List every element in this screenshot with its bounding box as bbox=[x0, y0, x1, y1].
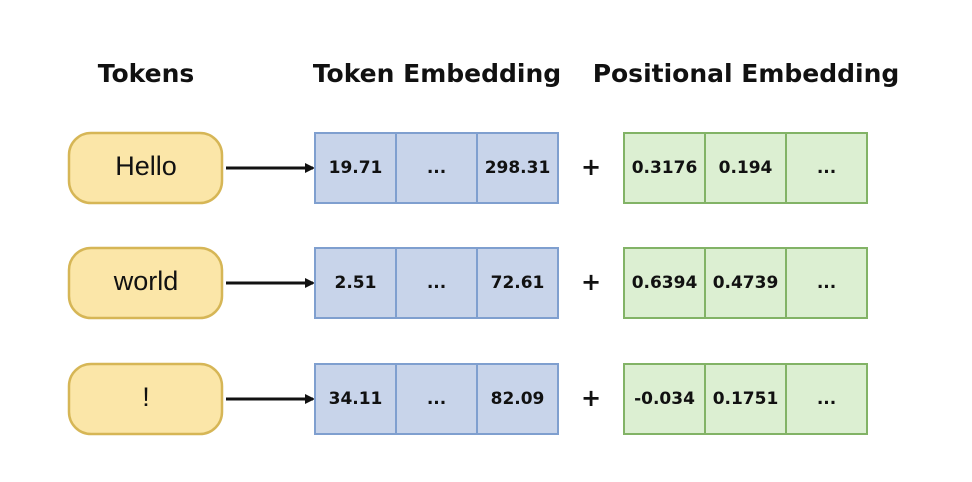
token-embedding-cell bbox=[314, 247, 397, 319]
token-embedding-value: 298.31 bbox=[485, 158, 551, 178]
positional-embedding-value: ... bbox=[817, 389, 836, 409]
plus-operator: + bbox=[581, 153, 601, 181]
positional-embedding-value: ... bbox=[817, 273, 836, 293]
positional-embedding-value: 0.3176 bbox=[632, 158, 698, 178]
positional-embedding-value: 0.194 bbox=[719, 158, 773, 178]
token-embedding-cell bbox=[314, 363, 397, 435]
token-label: Hello bbox=[115, 151, 177, 181]
positional-embedding-cell bbox=[785, 132, 868, 204]
positional-embedding-cell bbox=[704, 363, 787, 435]
positional-embedding-value: -0.034 bbox=[634, 389, 695, 409]
positional-embedding-cell bbox=[704, 247, 787, 319]
token-embedding-value: 34.11 bbox=[329, 389, 383, 409]
token-embedding-value: 2.51 bbox=[335, 273, 377, 293]
positional-embedding-value: 0.1751 bbox=[713, 389, 779, 409]
positional-embedding-value: 0.4739 bbox=[713, 273, 779, 293]
token-embedding-value: 72.61 bbox=[491, 273, 545, 293]
positional-embedding-value: 0.6394 bbox=[632, 273, 698, 293]
token-label: ! bbox=[142, 382, 150, 412]
token-embedding-value: ... bbox=[427, 389, 446, 409]
column-header: Token Embedding bbox=[313, 59, 561, 88]
token-embedding-cell bbox=[395, 247, 478, 319]
token-embedding-cell bbox=[476, 247, 559, 319]
token-pill bbox=[67, 246, 224, 320]
token-embedding-value: ... bbox=[427, 273, 446, 293]
positional-embedding-cell bbox=[785, 363, 868, 435]
positional-embedding-value: ... bbox=[817, 158, 836, 178]
positional-embedding-cell bbox=[623, 132, 706, 204]
token-embedding-cell bbox=[476, 132, 559, 204]
positional-embedding-cell bbox=[623, 363, 706, 435]
column-header: Positional Embedding bbox=[593, 59, 900, 88]
token-embedding-cell bbox=[314, 132, 397, 204]
token-pill bbox=[67, 362, 224, 436]
positional-embedding-cell bbox=[785, 247, 868, 319]
column-header: Tokens bbox=[98, 59, 195, 88]
token-embedding-value: ... bbox=[427, 158, 446, 178]
token-embedding-value: 82.09 bbox=[491, 389, 545, 409]
plus-operator: + bbox=[581, 384, 601, 412]
plus-operator: + bbox=[581, 268, 601, 296]
token-embedding-cell bbox=[395, 132, 478, 204]
token-embedding-cell bbox=[476, 363, 559, 435]
token-label: world bbox=[113, 266, 179, 296]
token-embedding-value: 19.71 bbox=[329, 158, 383, 178]
token-embedding-cell bbox=[395, 363, 478, 435]
token-pill bbox=[67, 131, 224, 205]
